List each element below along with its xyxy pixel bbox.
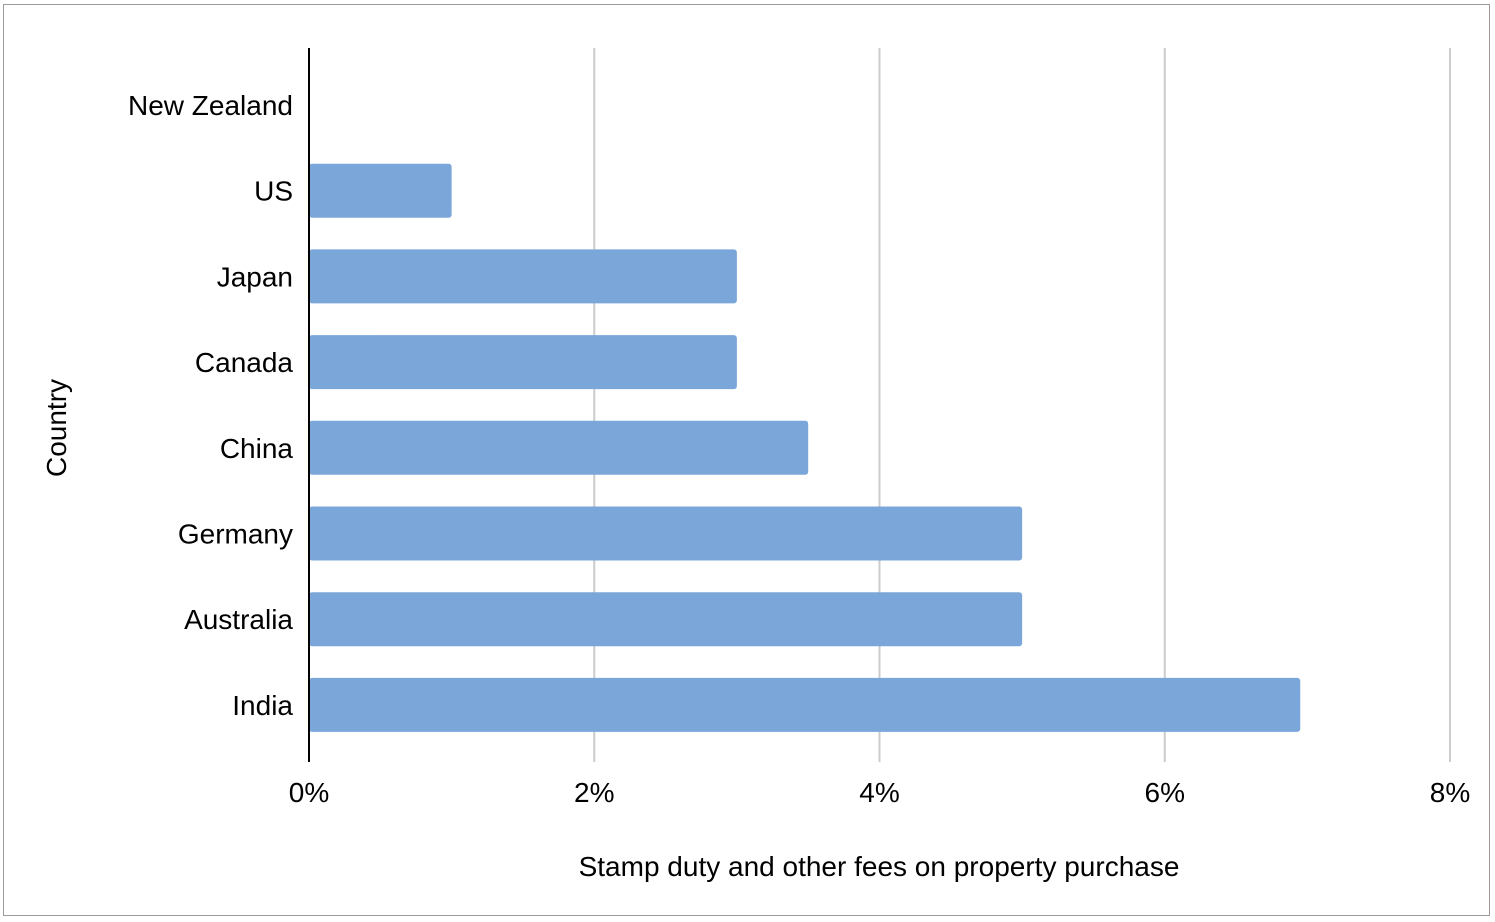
x-tick-labels: 0% 2% 4% 6% 8% [289,777,1470,808]
category-label-canada: Canada [195,347,294,378]
category-label-australia: Australia [184,604,293,635]
category-label-new-zealand: New Zealand [128,90,293,121]
x-tick-label-2: 4% [859,777,899,808]
bar-australia [309,592,1023,647]
bar-japan [309,249,737,304]
y-axis-title: Country [41,379,72,477]
category-label-us: US [254,176,293,207]
x-axis-title: Stamp duty and other fees on property pu… [579,851,1180,882]
x-tick-label-1: 2% [574,777,614,808]
bar-us [309,163,452,218]
bar-germany [309,506,1023,561]
bar-canada [309,335,737,390]
category-label-china: China [220,433,294,464]
category-label-japan: Japan [217,261,293,292]
x-tick-label-4: 8% [1430,777,1470,808]
x-tick-label-0: 0% [289,777,329,808]
x-tick-label-3: 6% [1145,777,1185,808]
category-labels: New Zealand US Japan Canada China Germany Aust… [128,90,293,721]
bar-india [309,677,1301,732]
category-label-germany: Germany [178,519,293,550]
bar-china [309,420,809,475]
category-label-india: India [232,690,293,721]
bars [309,163,1301,732]
gridlines [593,48,1451,762]
